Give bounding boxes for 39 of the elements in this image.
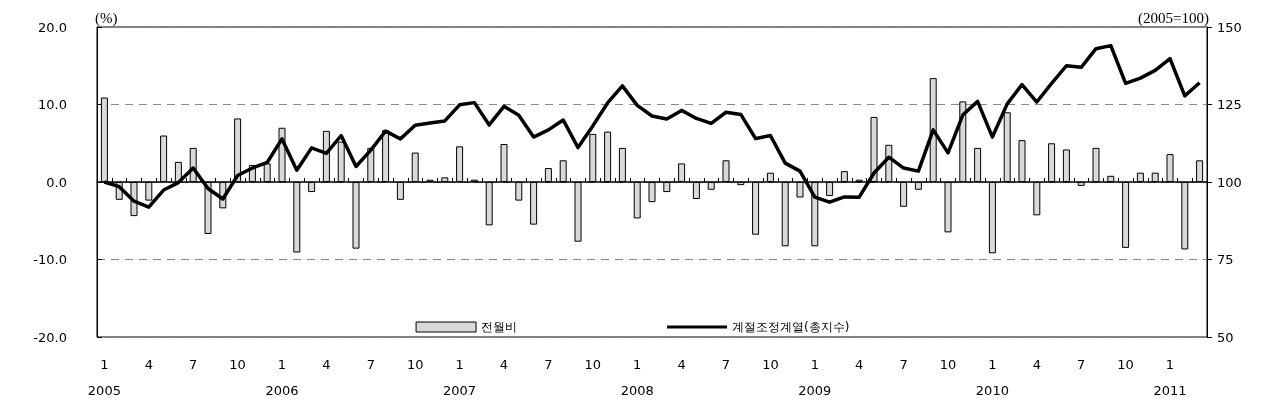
y2-tick-label: 100 [1217,174,1242,190]
x-tick-label: 10 [229,356,246,372]
y-tick-label: 10.0 [38,97,67,112]
x-tick-label: 4 [322,356,331,372]
x-tick-label: 1 2007 [443,356,477,398]
y-tick-label: 0.0 [46,174,67,190]
y2-tick-label: 75 [1217,252,1234,267]
x-tick-label: 10 [1117,356,1134,372]
x-tick-label: 1 2010 [975,356,1009,398]
x-tick-label: 10 [939,356,957,372]
y2-axis-title: (2005=100) [1138,9,1209,27]
x-tick-label: 7 [899,356,908,372]
y-axis-title: (%) [95,9,118,27]
x-tick-label: 10 [584,356,602,372]
legend-label: 전월비 [481,320,518,334]
legend-label: 계절조정계열(총지수) [732,320,850,334]
x-tick-label: 1 2011 [1153,356,1187,398]
x-tick-label: 1 2006 [265,356,299,398]
y2-tick-label: 50 [1217,329,1234,345]
y-tick-label: -20.0 [33,329,67,345]
x-tick-label: 7 [366,356,375,372]
x-tick-label: 1 2008 [620,356,654,398]
y2-tick-label: 150 [1217,19,1242,35]
y2-tick-label: 125 [1217,97,1242,112]
x-tick-label: 1 2005 [87,356,121,398]
x-tick-label: 10 [762,356,779,372]
x-tick-label: 4 [855,356,864,372]
x-tick-label: 10 [406,356,424,372]
x-tick-label: 4 [677,356,686,372]
x-tick-label: 1 2009 [798,356,832,398]
x-tick-label: 7 [1077,356,1086,372]
x-tick-label: 4 [499,356,509,372]
x-tick-label: 7 [544,356,553,372]
x-tick-label: 7 [721,356,731,372]
x-tick-label: 4 [1032,356,1041,372]
x-tick-label: 4 [144,356,153,372]
y-tick-label: 20.0 [38,19,67,35]
x-tick-label: 7 [189,356,198,372]
y-tick-label: -10.0 [33,252,67,267]
